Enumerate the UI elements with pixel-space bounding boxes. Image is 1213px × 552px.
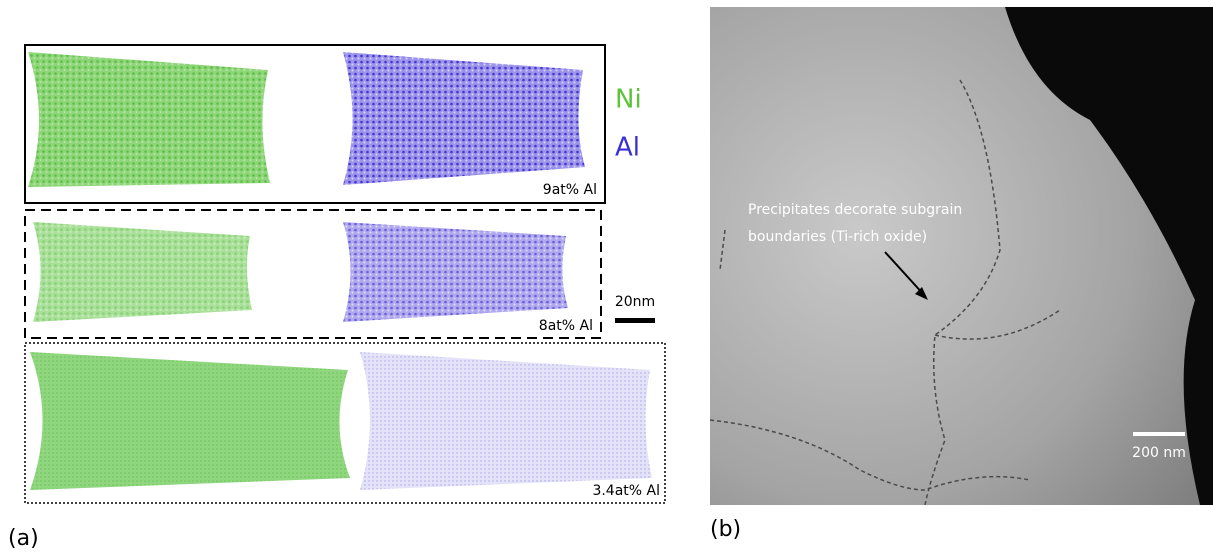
ni-map (33, 222, 252, 322)
scale-bar (615, 318, 655, 323)
panel-b: Precipitates decorate subgrain boundarie… (709, 7, 1213, 542)
box-dotted (24, 342, 666, 504)
panel-label: (b) (710, 517, 741, 542)
sample-label: 3.4at% Al (592, 483, 660, 499)
ni-map (30, 352, 350, 490)
al-map (343, 52, 585, 185)
scale-bar-label: 200 nm (1132, 445, 1186, 461)
box-solid (24, 44, 606, 204)
al-map (360, 352, 652, 490)
scale-bar (1133, 432, 1185, 436)
arrow (884, 251, 926, 297)
al-map (343, 222, 568, 322)
ni-map (28, 52, 270, 187)
sample-label: 9at% Al (543, 182, 597, 198)
panel-a: Ni Al 9at% Al 8at% Al 20nm 3.4at% Al (a) (8, 44, 666, 551)
scale-bar-label: 20nm (615, 294, 655, 310)
panel-label: (a) (8, 526, 39, 551)
arrow-head (915, 287, 928, 300)
sample-label: 8at% Al (539, 318, 593, 334)
box-dashed (24, 209, 602, 339)
annotation: Precipitates decorate subgrain (748, 202, 962, 218)
legend-al: Al (615, 133, 640, 163)
legend-ni: Ni (615, 85, 642, 115)
grain-boundaries (709, 79, 1061, 506)
annotation: boundaries (Ti-rich oxide) (748, 229, 927, 245)
dark-region (1005, 7, 1213, 505)
